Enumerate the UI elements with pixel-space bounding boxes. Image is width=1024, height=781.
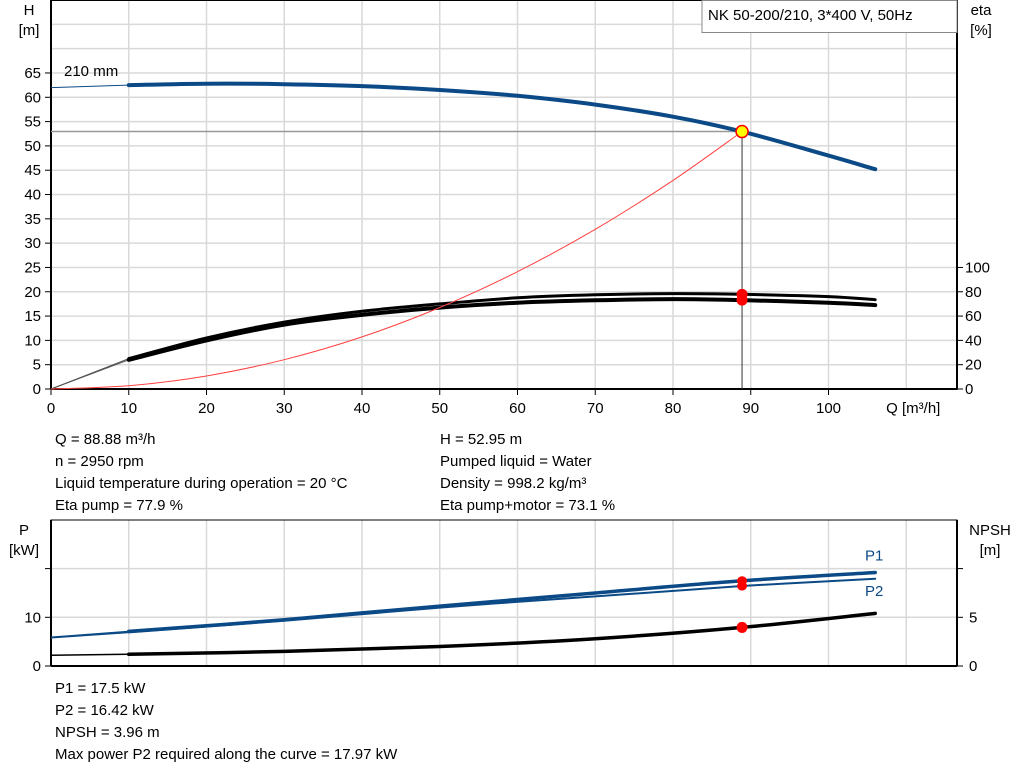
y-tick-label: 15 — [24, 308, 41, 325]
title-box — [701, 0, 958, 33]
P2-curve — [127, 577, 877, 634]
P1-label: P1 — [865, 547, 883, 564]
y2-axis-unit: [%] — [970, 22, 992, 39]
info-top-right: H = 52.95 m Pumped liquid = Water Densit… — [440, 429, 615, 517]
duty-marker-p2 — [737, 581, 748, 591]
info-bottom: P1 = 17.5 kW P2 = 16.42 kW NPSH = 3.96 m… — [55, 678, 397, 766]
p-tick-label: 0 — [33, 658, 41, 675]
eta_pump-curve — [127, 292, 877, 361]
x-tick-label: 60 — [509, 400, 526, 417]
info-npsh: NPSH = 3.96 m — [55, 724, 160, 741]
y-tick-label: 55 — [24, 114, 41, 131]
eta_pump_motor-curve — [126, 297, 878, 362]
P2-curve-extension — [50, 631, 129, 639]
info-liquid: Pumped liquid = Water — [440, 453, 592, 470]
x-tick-label: 80 — [665, 400, 682, 417]
impeller-label: 210 mm — [64, 63, 118, 80]
info-density: Density = 998.2 kg/m³ — [440, 475, 587, 492]
duty-point-marker — [735, 124, 749, 139]
y2-tick-label: 100 — [965, 259, 990, 276]
system-curve — [50, 131, 743, 390]
info-eta-pump: Eta pump = 77.9 % — [55, 497, 183, 514]
y-tick-label: 30 — [24, 235, 41, 252]
npsh-axis-unit: [m] — [980, 542, 1001, 559]
npsh-axis-label: NPSH — [969, 522, 1011, 539]
y2-tick-label: 0 — [965, 381, 973, 398]
y-tick-label: 45 — [24, 162, 41, 179]
chart-title: NK 50-200/210, 3*400 V, 50Hz — [708, 7, 913, 24]
P2-label: P2 — [865, 583, 883, 600]
x-tick-label: 30 — [276, 400, 293, 417]
x-tick-label: 50 — [431, 400, 448, 417]
y2-tick-label: 40 — [965, 332, 982, 349]
p-tick-label: 10 — [24, 609, 41, 626]
info-p2: P2 = 16.42 kW — [55, 702, 154, 719]
y-tick-label: 25 — [24, 259, 41, 276]
NPSH-curve — [127, 611, 877, 657]
H-curve — [126, 81, 878, 172]
x-tick-label: 10 — [120, 400, 137, 417]
eta_pump_motor-curve-extension — [50, 359, 129, 390]
x-tick-label: 90 — [742, 400, 759, 417]
info-h: H = 52.95 m — [440, 431, 523, 448]
npsh-tick-label: 0 — [969, 658, 977, 675]
info-eta-pump-motor: Eta pump+motor = 73.1 % — [440, 497, 616, 514]
x-tick-label: 100 — [816, 400, 841, 417]
p-axis-label: P — [19, 522, 29, 539]
y-tick-label: 40 — [24, 187, 41, 204]
info-p1: P1 = 17.5 kW — [55, 680, 146, 697]
y-tick-label: 0 — [33, 381, 41, 398]
NPSH-curve-extension — [50, 653, 129, 657]
x-tick-label: 20 — [198, 400, 215, 417]
y-tick-label: 60 — [24, 89, 41, 106]
y-tick-label: 65 — [24, 65, 41, 82]
y2-tick-label: 20 — [965, 357, 982, 374]
y-tick-label: 35 — [24, 211, 41, 228]
duty-marker-eta-pump-motor — [736, 294, 748, 306]
info-q: Q = 88.88 m³/h — [55, 431, 156, 448]
y2-tick-label: 80 — [965, 284, 982, 301]
y2-axis-label: eta — [971, 2, 993, 19]
y-axis-label: H — [24, 2, 35, 19]
x-tick-label: 40 — [354, 400, 371, 417]
y-axis-unit: [m] — [19, 22, 40, 39]
p-axis-unit: [kW] — [9, 542, 39, 559]
y-tick-label: 50 — [24, 138, 41, 155]
info-top-left: Q = 88.88 m³/h n = 2950 rpm Liquid tempe… — [55, 429, 347, 517]
x-tick-label: 70 — [587, 400, 604, 417]
npsh-tick-label: 5 — [969, 609, 977, 626]
y2-tick-label: 60 — [965, 308, 982, 325]
H-curve-extension — [50, 84, 129, 89]
info-n: n = 2950 rpm — [55, 453, 144, 470]
info-temp: Liquid temperature during operation = 20… — [55, 475, 348, 492]
duty-marker-npsh — [736, 621, 748, 633]
x-axis-label: Q [m³/h] — [886, 400, 940, 417]
x-tick-label: 0 — [47, 400, 55, 417]
y-tick-label: 20 — [24, 284, 41, 301]
y-tick-label: 5 — [33, 357, 41, 374]
info-max-p2: Max power P2 required along the curve = … — [55, 746, 398, 763]
y-tick-label: 10 — [24, 332, 41, 349]
